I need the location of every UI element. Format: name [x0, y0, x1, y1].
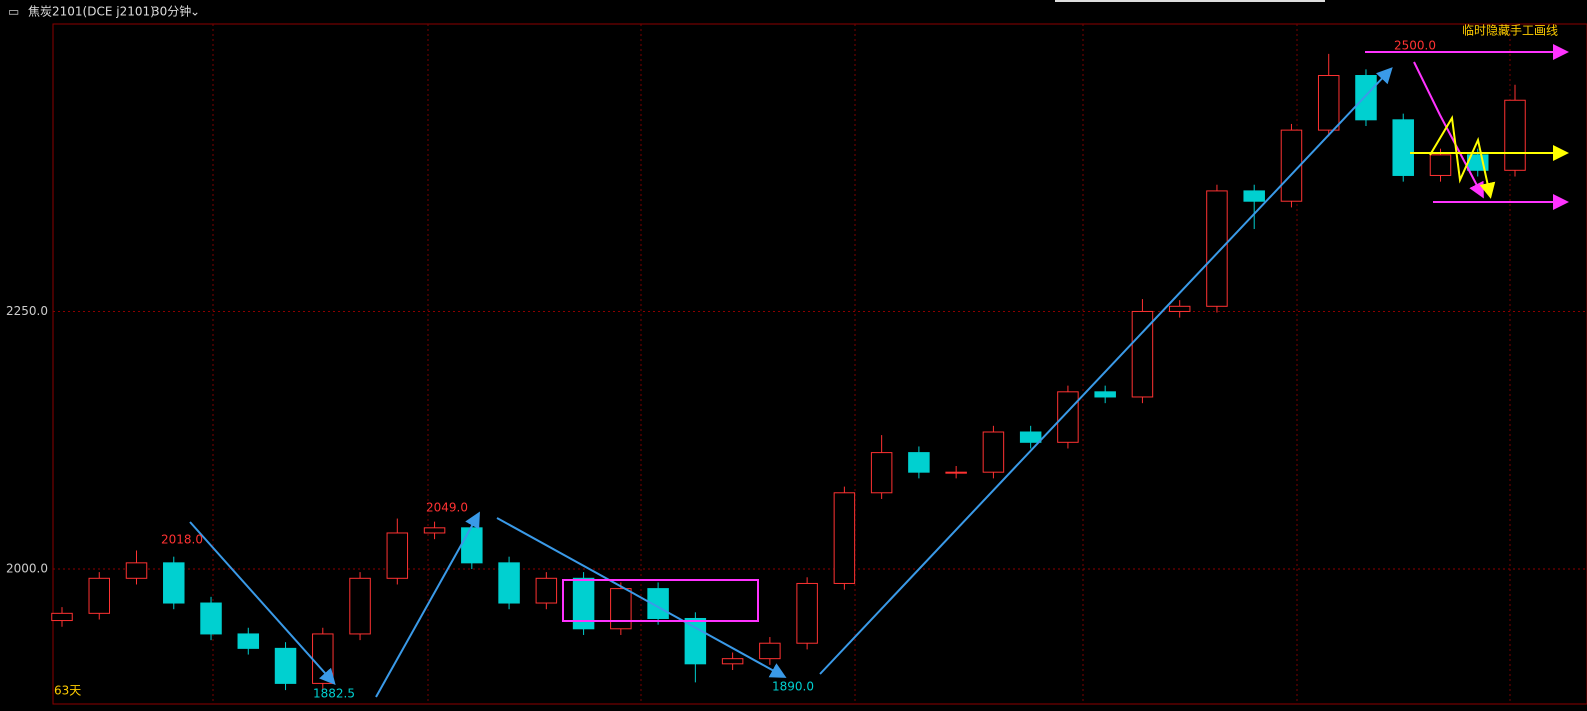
candle-body [1504, 99, 1526, 171]
drawn-lines [189, 44, 1569, 698]
candle-body [1392, 119, 1414, 176]
candle-body [1355, 75, 1377, 121]
candle-body [908, 452, 930, 473]
symbol[interactable]: 焦炭2101(DCE j2101) [28, 5, 155, 19]
candle-body [51, 612, 73, 622]
candle-body [684, 617, 707, 665]
candle-body [759, 642, 781, 660]
header-icon: ▭ [8, 5, 19, 19]
plot-frame [52, 23, 1587, 705]
candle-body [200, 602, 222, 635]
candle-body [1280, 129, 1303, 202]
candle-body [1243, 190, 1265, 202]
top-strip [1055, 0, 1325, 2]
days-label: 63天 [54, 684, 81, 698]
candle-body [88, 577, 111, 614]
candle-body [647, 588, 669, 619]
candle-body [237, 633, 260, 649]
header-bar [0, 0, 1587, 22]
candle-body [274, 647, 297, 684]
annotation: 1890.0 [772, 680, 814, 694]
candle-body [945, 471, 967, 474]
candle-body [535, 577, 558, 604]
candle-body [125, 562, 148, 579]
candle-body [423, 527, 446, 534]
candle-body [386, 532, 409, 579]
period-caret[interactable]: ⌄ [190, 5, 200, 19]
hide-lines-button[interactable]: 临时隐藏手工画线 [1462, 24, 1558, 38]
candle-body [498, 562, 520, 604]
annotation: 2049.0 [426, 501, 468, 515]
y-tick-label: 2000.0 [6, 562, 48, 576]
candle-body [572, 577, 595, 630]
candle-body [833, 492, 856, 584]
vertical-grid [212, 24, 1511, 704]
candle-body [1317, 75, 1340, 131]
candle-body [1094, 391, 1116, 398]
annotation: 2500.0 [1394, 39, 1436, 53]
candle-body [796, 582, 818, 644]
candle-body [163, 562, 185, 604]
annotation: 2018.0 [161, 533, 203, 547]
candle-body [349, 577, 371, 635]
candle-body [870, 452, 893, 494]
candle-body [1429, 154, 1452, 176]
annotation: 1882.5 [313, 687, 355, 701]
candle-body [610, 588, 632, 630]
candle-body [1131, 310, 1154, 398]
candle-body [982, 431, 1005, 473]
candle-body [1206, 190, 1228, 307]
candle-body [461, 527, 483, 564]
candle-body [721, 658, 744, 665]
candle-body [1019, 431, 1042, 443]
candle-body [1057, 391, 1079, 443]
candle-body [312, 633, 334, 684]
candle-body [1168, 305, 1191, 312]
period[interactable]: 30分钟 [152, 4, 191, 19]
y-tick-label: 2250.0 [6, 304, 48, 318]
